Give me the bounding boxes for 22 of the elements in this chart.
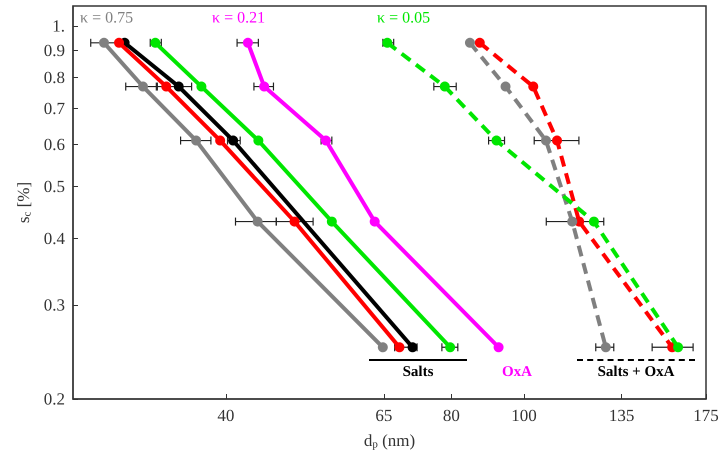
x-tick-label: 65	[375, 406, 392, 425]
annotation: κ = 0.21	[212, 10, 266, 26]
x-tick-label: 100	[511, 406, 537, 425]
y-tick-label: 0.5	[44, 177, 65, 196]
y-tick-label: 0.2	[44, 390, 65, 408]
x-tick-label: 175	[693, 406, 719, 425]
annotation: κ = 0.05	[377, 10, 430, 26]
y-tick-label: 1.	[52, 16, 65, 36]
y-axis-title: sc [%]	[14, 182, 34, 224]
y-tick-label: 0.9	[44, 40, 65, 60]
annotation: Salts + OxA	[598, 364, 675, 380]
y-tick-label: 0.8	[44, 68, 65, 88]
y-tick-label: 0.7	[44, 99, 66, 118]
x-tick-label: 80	[442, 406, 460, 425]
y-tick-label: 0.6	[44, 134, 65, 154]
annotation: Salts	[402, 364, 434, 380]
annotation: OxA	[502, 364, 532, 380]
y-tick-label: 0.4	[44, 228, 66, 248]
x-tick-label: 40	[217, 406, 234, 425]
x-tick-label: 135	[608, 406, 634, 425]
y-tick-label: 0.3	[44, 296, 65, 315]
annotation: κ = 0.75	[80, 10, 134, 26]
